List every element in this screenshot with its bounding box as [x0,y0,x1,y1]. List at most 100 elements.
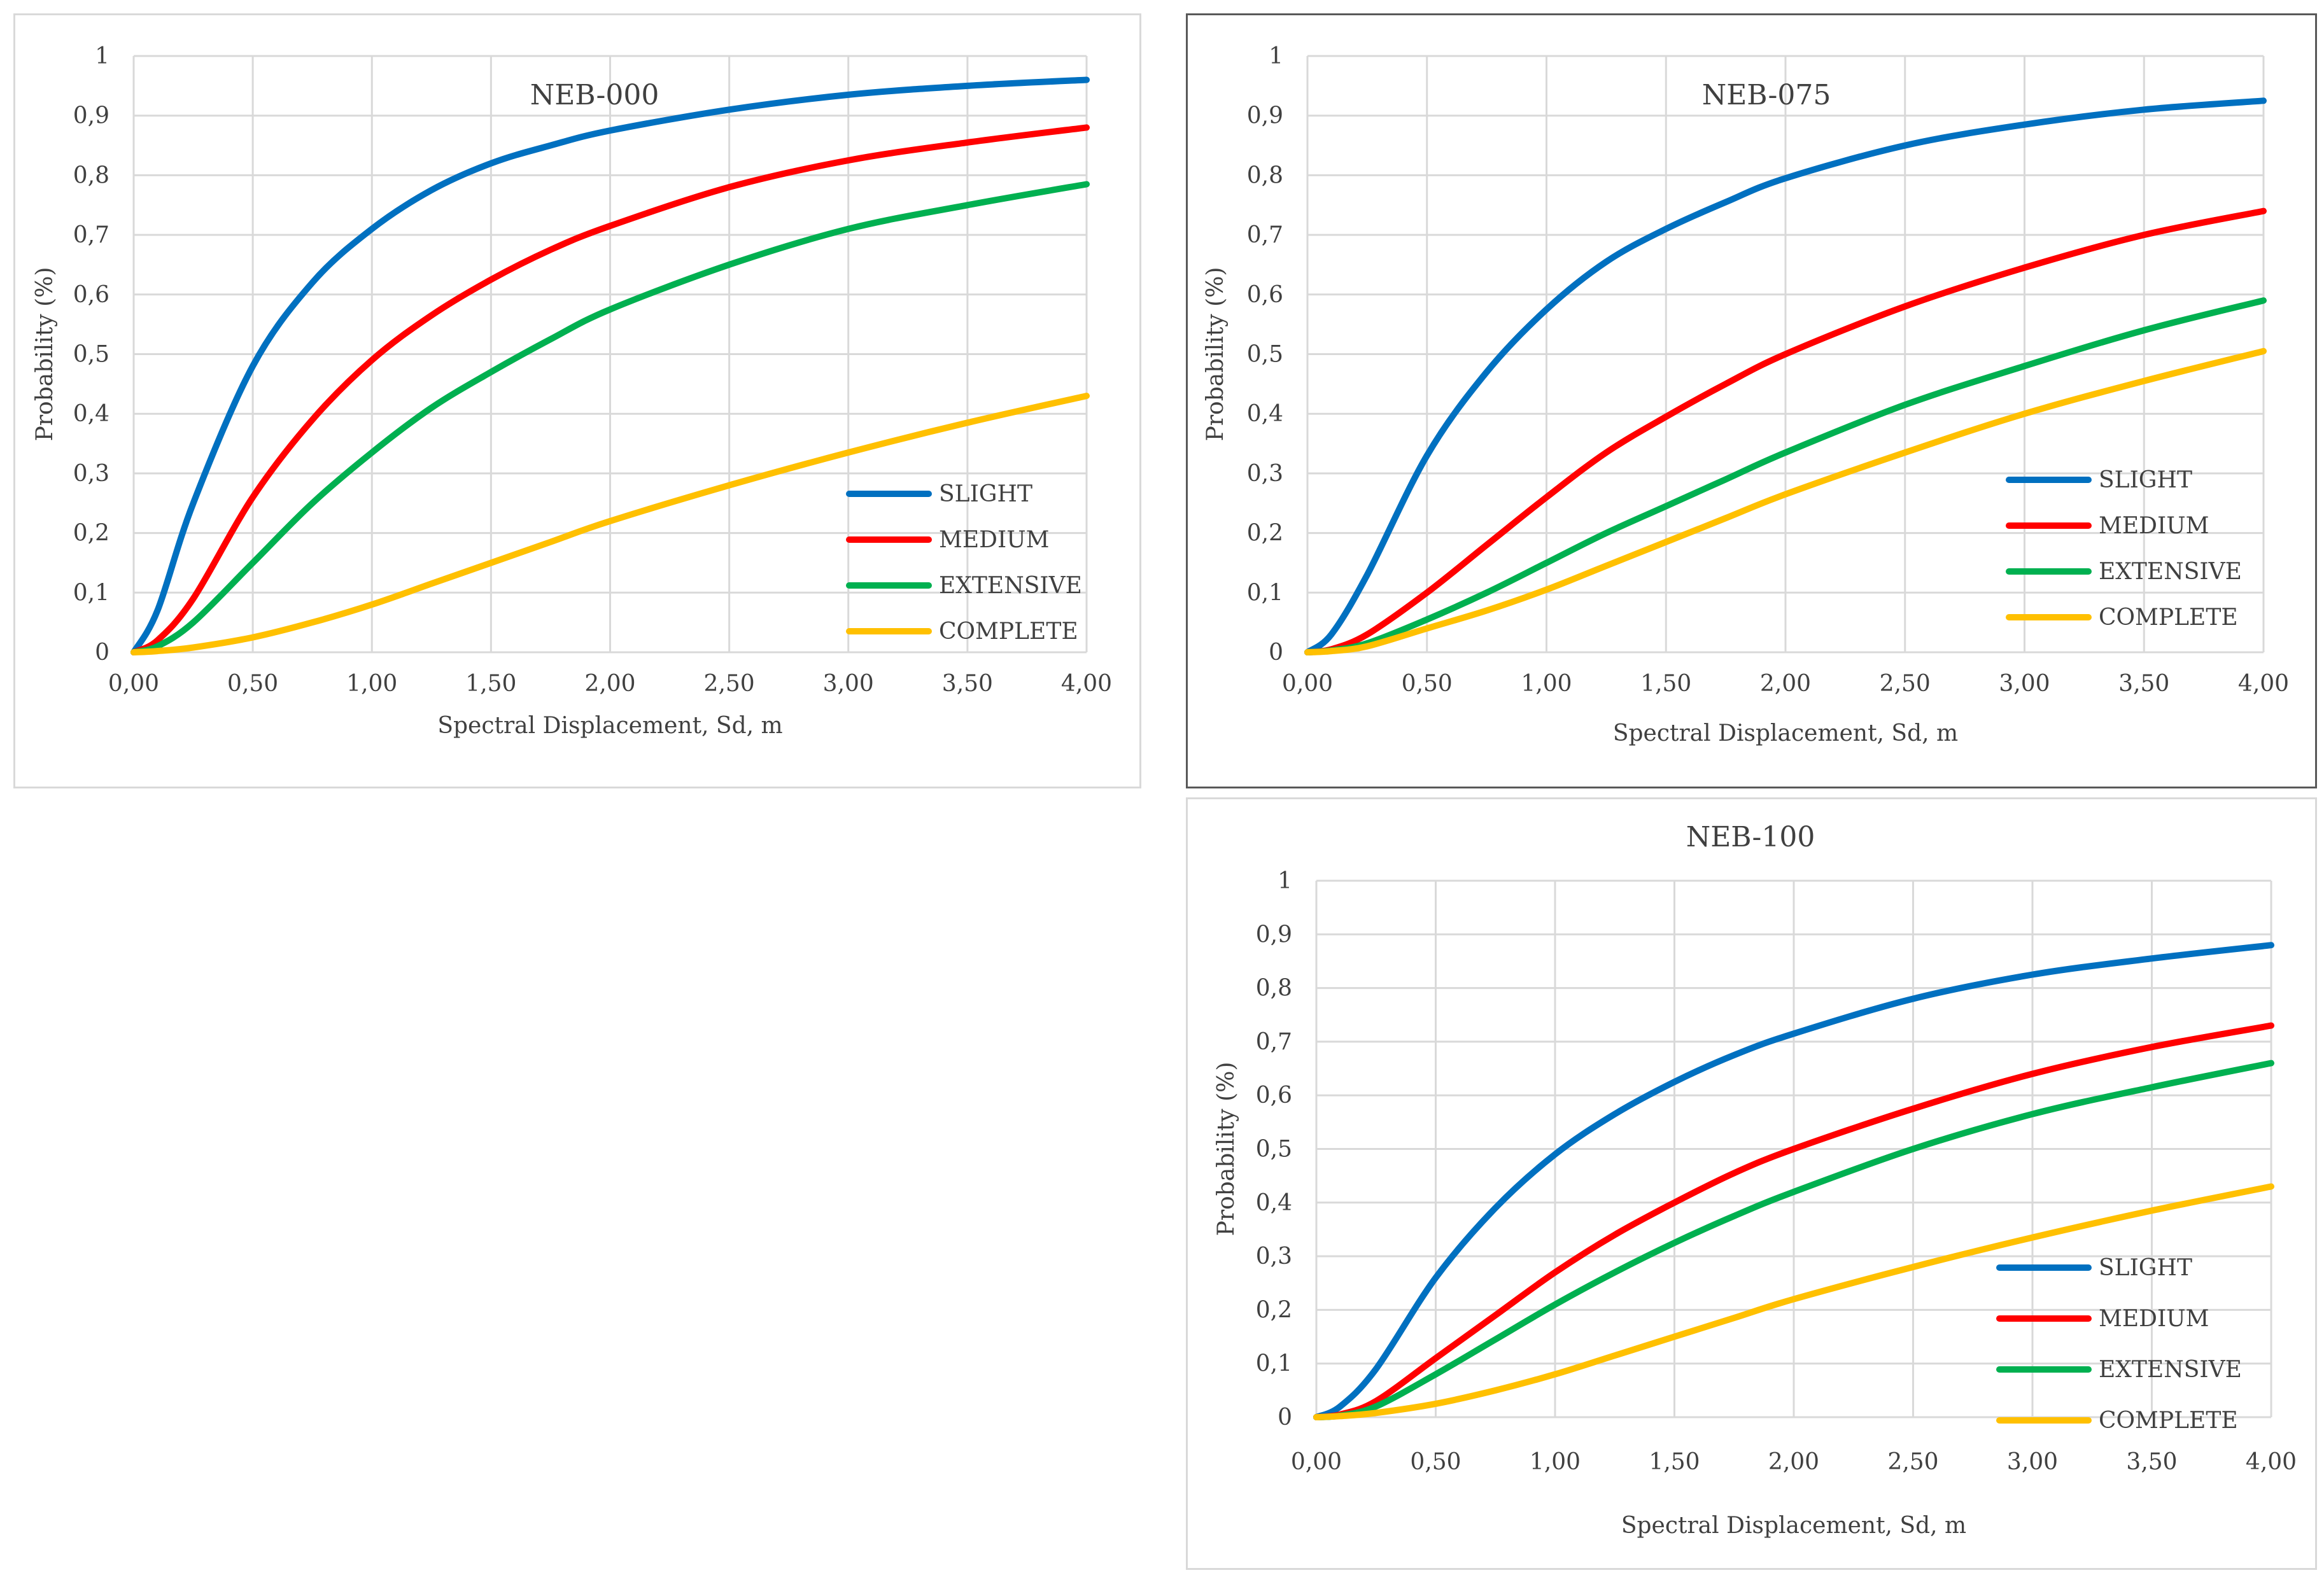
y-tick-label: 0,6 [1247,282,1283,308]
y-tick-label: 0,7 [73,222,109,248]
y-tick-label: 0,2 [1256,1297,1292,1323]
x-tick-label: 0,50 [1402,671,1453,697]
y-tick-label: 0,6 [73,282,109,308]
gridlines [1306,55,2265,654]
y-tick-label: 0,4 [1247,401,1283,427]
x-tick-label: 1,50 [465,671,516,697]
x-tick-label: 1,50 [1640,671,1691,697]
legend-label-medium: MEDIUM [939,527,1049,553]
y-tick-label: 0 [1269,640,1283,666]
chart-neb-000: 0 0,1 0,2 0,3 0,4 0,5 0,6 0,7 0,8 0,9 1 0,00 0,50 1,0… [32,43,1112,739]
legend-label-slight: SLIGHT [939,481,1032,507]
y-tick-label: 0,3 [1247,461,1283,487]
series-lines [130,76,1090,655]
y-tick-label: 1 [95,43,109,69]
x-tick-label: 0,50 [227,671,278,697]
x-tick-label: 3,00 [823,671,874,697]
legend: SLIGHT MEDIUM EXTENSIVE COMPLETE [2006,467,2242,631]
y-tick-label: 0,8 [1256,976,1292,1002]
x-tick-label: 0,50 [1410,1449,1461,1475]
chart-panel-neb-075: 0 0,1 0,2 0,3 0,4 0,5 0,6 0,7 0,8 0,9 1 0,00 0,50 1,0… [1186,13,2317,788]
y-tick-label: 1 [1269,43,1283,69]
chart-neb-100: 0 0,1 0,2 0,3 0,4 0,5 0,6 0,7 0,8 0,9 1 0,00 0,50 1,0… [1213,821,2297,1539]
x-tick-label: 1,00 [1530,1449,1581,1475]
gridlines [132,55,1088,654]
tick-labels: 0 0,1 0,2 0,3 0,4 0,5 0,6 0,7 0,8 0,9 1 0,00 0,50 1,0… [1256,868,2297,1475]
legend: SLIGHT MEDIUM EXTENSIVE COMPLETE [1996,1255,2242,1434]
x-tick-label: 0,00 [1291,1449,1342,1475]
legend-label-slight: SLIGHT [2099,467,2192,493]
y-tick-label: 0,9 [1256,921,1292,948]
chart-neb-075: 0 0,1 0,2 0,3 0,4 0,5 0,6 0,7 0,8 0,9 1 0,00 0,50 1,0… [1202,43,2289,746]
gridlines [1315,879,2272,1418]
legend-label-complete: COMPLETE [2099,605,2238,631]
legend: SLIGHT MEDIUM EXTENSIVE COMPLETE [846,481,1082,645]
x-axis-title: Spectral Displacement, Sd, m [1613,720,1958,746]
y-tick-label: 0,2 [73,521,109,547]
x-tick-label: 1,00 [346,671,397,697]
legend-label-medium: MEDIUM [2099,513,2209,539]
y-tick-label: 0,8 [73,162,109,188]
x-tick-label: 2,50 [1887,1449,1938,1475]
series-line-complete [130,393,1090,655]
series-line-extensive [1304,297,2267,655]
y-tick-label: 0,3 [1256,1243,1292,1270]
y-tick-label: 0,4 [1256,1190,1292,1216]
x-tick-label: 2,00 [1768,1449,1819,1475]
x-tick-label: 4,00 [1061,671,1112,697]
series-lines [1304,97,2267,655]
y-axis-title: Probability (%) [1213,1062,1239,1236]
x-tick-label: 3,50 [2126,1449,2177,1475]
y-tick-label: 0,4 [73,401,109,427]
y-tick-label: 0,6 [1256,1082,1292,1109]
y-tick-label: 0,3 [73,461,109,487]
x-tick-label: 4,00 [2246,1449,2297,1475]
chart-title: NEB-100 [1686,821,1815,853]
y-tick-label: 0,1 [1256,1351,1292,1377]
x-tick-label: 0,00 [108,671,159,697]
y-tick-label: 0,7 [1247,222,1283,248]
y-tick-label: 0,9 [1247,103,1283,129]
y-tick-label: 0,7 [1256,1029,1292,1055]
series-line-slight [1304,97,2267,655]
x-tick-label: 3,00 [1999,671,2050,697]
legend-label-extensive: EXTENSIVE [2099,559,2242,585]
x-axis-title: Spectral Displacement, Sd, m [437,713,782,739]
series-line-complete [1304,347,2267,655]
chart-title: NEB-075 [1702,79,1831,111]
chart-title: NEB-000 [530,79,659,111]
x-tick-label: 3,00 [2007,1449,2058,1475]
x-tick-label: 2,50 [704,671,755,697]
tick-labels: 0 0,1 0,2 0,3 0,4 0,5 0,6 0,7 0,8 0,9 1 0,00 0,50 1,0… [73,43,1112,697]
y-axis-title: Probability (%) [32,267,58,442]
legend-label-slight: SLIGHT [2099,1255,2192,1281]
legend-label-extensive: EXTENSIVE [2099,1357,2242,1383]
y-tick-label: 0,9 [73,103,109,129]
legend-label-extensive: EXTENSIVE [939,573,1082,599]
series-line-slight [1313,942,2274,1420]
x-tick-label: 1,00 [1521,671,1572,697]
y-axis-title: Probability (%) [1202,267,1229,442]
y-tick-label: 0,5 [1247,342,1283,368]
chart-panel-neb-100: 0 0,1 0,2 0,3 0,4 0,5 0,6 0,7 0,8 0,9 1 0,00 0,50 1,0… [1186,797,2317,1570]
x-tick-label: 2,50 [1880,671,1931,697]
series-line-extensive [1313,1060,2274,1420]
series-line-medium [1313,1022,2274,1420]
series-line-complete [1313,1183,2274,1420]
legend-label-complete: COMPLETE [939,619,1078,645]
y-tick-label: 0,1 [73,580,109,606]
y-tick-label: 0,5 [73,342,109,368]
series-line-medium [1304,207,2267,655]
y-tick-label: 0 [1278,1404,1292,1431]
series-line-extensive [130,181,1090,655]
chart-panel-neb-000: 0 0,1 0,2 0,3 0,4 0,5 0,6 0,7 0,8 0,9 1 0,00 0,50 1,0… [13,13,1141,788]
legend-label-complete: COMPLETE [2099,1408,2238,1434]
y-tick-label: 0,8 [1247,162,1283,188]
x-tick-label: 2,00 [584,671,635,697]
y-tick-label: 0 [95,640,109,666]
y-tick-label: 1 [1278,868,1292,894]
x-axis-title: Spectral Displacement, Sd, m [1621,1513,1966,1539]
x-tick-label: 2,00 [1760,671,1811,697]
series-line-medium [130,124,1090,655]
tick-labels: 0 0,1 0,2 0,3 0,4 0,5 0,6 0,7 0,8 0,9 1 0,00 0,50 1,0… [1247,43,2289,697]
